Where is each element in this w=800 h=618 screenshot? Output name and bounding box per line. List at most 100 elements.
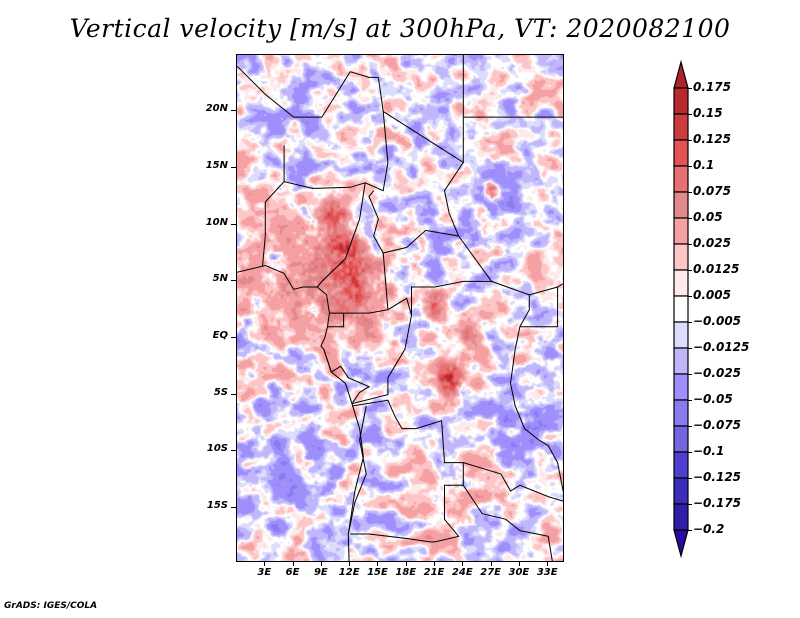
colorbar-segment xyxy=(673,425,689,453)
country-border xyxy=(329,252,389,314)
country-border xyxy=(411,280,492,316)
country-border xyxy=(351,399,464,543)
y-tick-mark xyxy=(231,393,236,395)
x-tick-mark xyxy=(434,562,436,566)
colorbar-label: 0.05 xyxy=(693,210,723,224)
colorbar-label: −0.025 xyxy=(693,366,742,380)
colorbar-label: −0.05 xyxy=(693,392,733,406)
y-tick-mark xyxy=(231,337,236,338)
x-tick-mark xyxy=(547,562,549,566)
x-tick-mark xyxy=(462,562,464,566)
x-tick-label: 15E xyxy=(367,567,388,578)
x-tick-mark xyxy=(320,562,322,566)
colorbar-label: 0.1 xyxy=(693,158,715,172)
colorbar-tick xyxy=(688,296,692,297)
colorbar-tick xyxy=(688,322,692,323)
country-border xyxy=(463,462,563,502)
country-border xyxy=(347,405,367,535)
y-tick-label: 15N xyxy=(205,160,228,172)
colorbar-segment xyxy=(673,399,689,427)
colorbar-label: −0.0125 xyxy=(693,340,750,354)
country-border xyxy=(458,235,563,296)
y-tick-mark xyxy=(231,506,236,508)
x-tick-mark xyxy=(377,562,379,566)
colorbar-extend-max xyxy=(673,59,689,89)
y-tick-mark xyxy=(231,450,236,452)
colorbar-segment xyxy=(673,243,689,271)
x-tick-label: 33E xyxy=(536,567,558,578)
country-borders xyxy=(237,55,563,561)
colorbar-label: 0.005 xyxy=(693,288,731,302)
country-border xyxy=(237,264,364,561)
x-tick-label: 18E xyxy=(395,567,417,578)
colorbar-label: 0.0125 xyxy=(693,262,740,276)
colorbar-label: 0.15 xyxy=(693,106,723,120)
country-border xyxy=(350,533,431,543)
colorbar-extend-min xyxy=(673,529,689,559)
y-tick-label: 5N xyxy=(212,273,228,285)
y-tick-label: 5S xyxy=(213,386,228,398)
colorbar-tick xyxy=(688,400,692,401)
y-tick-label: 15S xyxy=(206,499,228,511)
colorbar-label: −0.075 xyxy=(693,418,742,432)
country-border xyxy=(382,55,464,164)
country-border xyxy=(262,202,266,267)
colorbar-segment xyxy=(673,347,689,375)
colorbar-label: −0.005 xyxy=(693,314,742,328)
colorbar-tick xyxy=(688,192,692,193)
country-border xyxy=(519,287,559,328)
y-tick-label: 10S xyxy=(206,443,228,455)
colorbar-tick xyxy=(688,348,692,349)
colorbar-tick xyxy=(688,374,692,375)
colorbar-label: −0.175 xyxy=(693,496,742,510)
colorbar-segment xyxy=(673,165,689,193)
colorbar-tick xyxy=(688,426,692,427)
country-border xyxy=(327,313,345,328)
country-border xyxy=(509,349,549,447)
colorbar-segment xyxy=(673,451,689,479)
x-tick-label: 21E xyxy=(423,567,445,578)
country-border xyxy=(323,349,371,404)
colorbar-tick xyxy=(688,88,692,89)
colorbar-tick xyxy=(688,218,692,219)
x-tick-label: 27E xyxy=(480,567,501,578)
colorbar-label: −0.1 xyxy=(693,444,725,458)
colorbar-label: 0.175 xyxy=(693,80,731,94)
chart-title: Vertical velocity [m/s] at 300hPa, VT: 2… xyxy=(69,14,731,43)
colorbar-segment xyxy=(673,503,689,531)
colorbar-tick xyxy=(688,452,692,453)
x-tick-label: 30E xyxy=(508,567,530,578)
colorbar-segment xyxy=(673,139,689,167)
colorbar-tick xyxy=(688,530,692,531)
vertical-velocity-field xyxy=(237,55,563,561)
country-border xyxy=(283,77,389,192)
colorbar-segment xyxy=(673,87,689,115)
x-tick-mark xyxy=(292,562,294,566)
colorbar xyxy=(673,59,689,559)
colorbar-tick xyxy=(688,140,692,141)
y-tick-mark xyxy=(231,223,236,225)
colorbar-tick xyxy=(688,478,692,479)
colorbar-segment xyxy=(673,295,689,323)
y-tick-mark xyxy=(231,110,236,112)
x-tick-label: 3E xyxy=(257,567,272,578)
x-tick-mark xyxy=(349,562,351,566)
x-tick-label: 24E xyxy=(451,567,473,578)
colorbar-segment xyxy=(673,321,689,349)
x-tick-mark xyxy=(490,562,492,566)
colorbar-segment xyxy=(673,191,689,219)
country-border xyxy=(237,65,379,118)
y-tick-mark xyxy=(231,167,236,169)
country-border xyxy=(316,182,366,288)
colorbar-label: 0.125 xyxy=(693,132,731,146)
x-tick-mark xyxy=(518,562,520,566)
country-border xyxy=(351,297,413,405)
colorbar-label: −0.125 xyxy=(693,470,742,484)
colorbar-tick xyxy=(688,244,692,245)
country-border xyxy=(368,162,464,254)
y-tick-mark xyxy=(231,280,236,282)
y-tick-label: 10N xyxy=(205,216,228,228)
colorbar-label: 0.025 xyxy=(693,236,731,250)
footer-credit: GrADS: IGES/COLA xyxy=(4,601,98,611)
x-tick-mark xyxy=(405,562,407,566)
